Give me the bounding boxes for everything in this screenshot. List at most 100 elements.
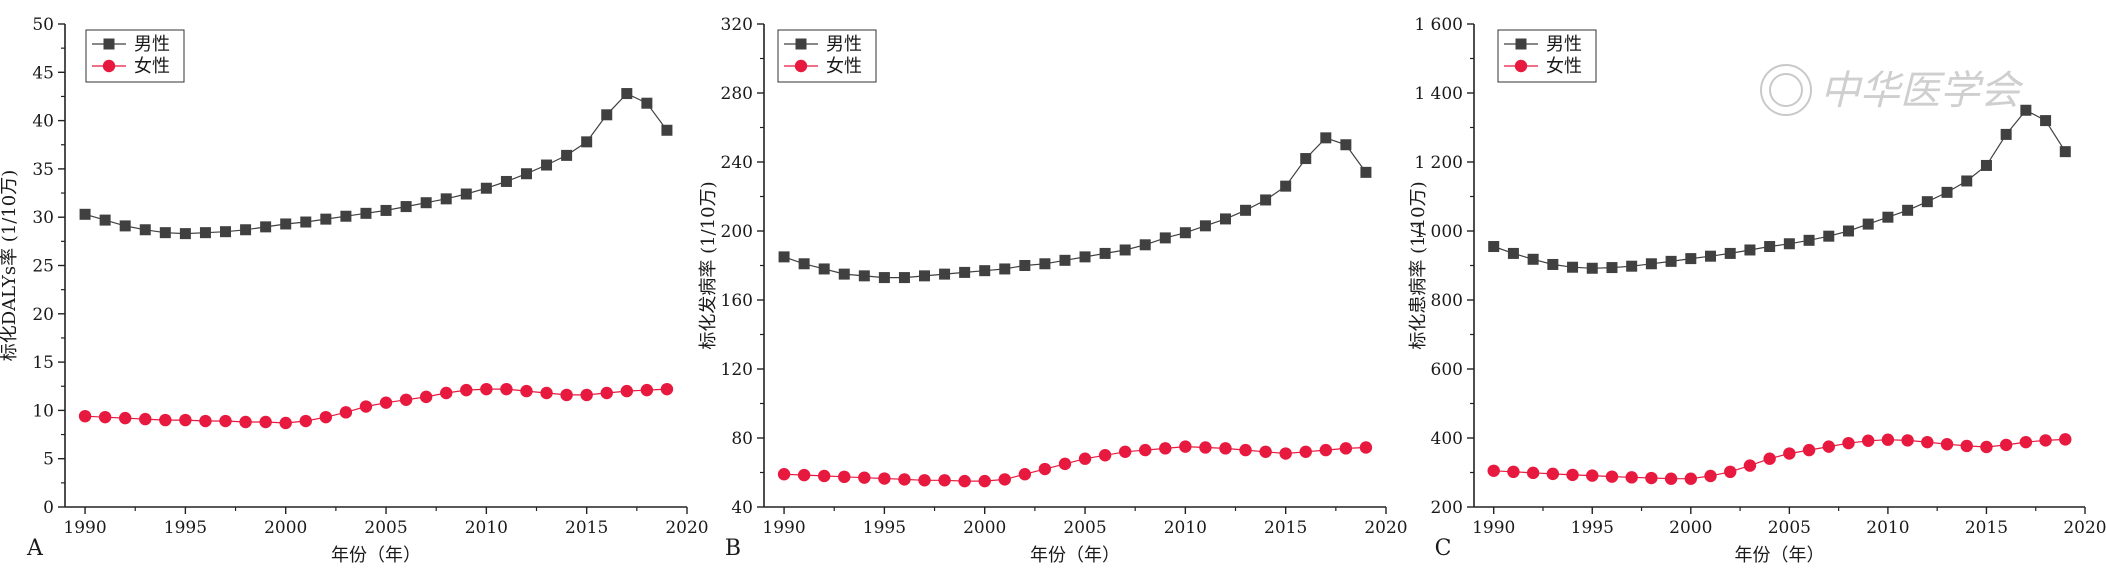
x-tick-label: 2005	[364, 518, 407, 538]
data-point-square	[1764, 241, 1776, 253]
watermark-seal-inner-icon	[1769, 73, 1803, 107]
data-point-square	[280, 218, 292, 230]
y-tick-label: 1 000	[1414, 222, 1463, 242]
data-point-square	[2040, 115, 2052, 127]
data-point-circle	[600, 386, 613, 400]
data-point-square	[320, 213, 332, 225]
data-point-square	[1882, 211, 1894, 223]
y-tick-label: 800	[1431, 291, 1463, 311]
data-point-square	[1099, 247, 1111, 259]
data-point-square	[240, 224, 252, 236]
data-point-circle	[1098, 449, 1112, 462]
data-point-square	[2000, 128, 2012, 140]
data-point-square	[1586, 262, 1598, 274]
data-point-circle	[239, 415, 252, 429]
data-point-square	[1724, 247, 1736, 259]
data-point-square	[199, 227, 211, 239]
x-tick-label: 2015	[1264, 518, 1307, 538]
data-point-circle	[1259, 445, 1272, 458]
y-tick-label: 240	[721, 153, 753, 173]
y-tick-label: 1 200	[1414, 153, 1463, 173]
data-point-circle	[460, 383, 473, 397]
data-point-square	[1260, 194, 1272, 206]
chart-panel-b: 40 80 120 160 200 240 280 320 1990 1995 2000 2005 20…	[698, 15, 1408, 566]
data-point-square	[959, 266, 971, 278]
data-point-square	[1567, 261, 1579, 273]
data-point-circle	[139, 412, 152, 426]
data-point-circle	[1239, 443, 1252, 457]
data-point-circle	[1842, 436, 1855, 450]
y-tick-label: 40	[731, 498, 753, 518]
data-point-square	[159, 227, 171, 239]
data-point-circle	[1645, 471, 1658, 485]
legend-marker-circle	[794, 59, 808, 73]
data-point-square	[480, 182, 492, 194]
series-line	[85, 388, 667, 424]
data-point-circle	[1219, 442, 1232, 455]
y-tick-label: 5	[43, 450, 54, 470]
data-point-square	[79, 208, 91, 220]
data-point-circle	[580, 388, 593, 402]
data-point-square	[1079, 251, 1091, 263]
data-point-square	[878, 272, 890, 284]
data-point-circle	[1704, 469, 1717, 483]
data-point-square	[440, 193, 452, 205]
data-point-circle	[1664, 472, 1678, 485]
data-point-circle	[560, 388, 573, 402]
series-line	[1493, 438, 2066, 480]
data-point-square	[1320, 132, 1332, 144]
data-point-circle	[339, 406, 353, 419]
series-line	[783, 137, 1367, 279]
panel-letter: A	[26, 536, 44, 561]
data-point-square	[460, 188, 472, 200]
data-point-square	[1645, 258, 1657, 270]
y-tick-label: 25	[32, 257, 54, 277]
series-male	[778, 132, 1372, 284]
data-point-circle	[98, 410, 112, 424]
data-point-square	[119, 220, 131, 232]
x-tick-label: 2000	[963, 518, 1006, 538]
data-point-square	[360, 207, 372, 219]
watermark-text: 中华医学会	[1820, 68, 2024, 114]
y-tick-label: 160	[721, 291, 753, 311]
data-point-square	[1665, 255, 1677, 267]
x-tick-label: 2000	[264, 518, 307, 538]
data-point-square	[1219, 213, 1231, 225]
data-point-square	[1119, 244, 1131, 256]
y-tick-label: 0	[43, 498, 54, 518]
y-axis-title: 标化患病率 (1/10万)	[1408, 181, 1429, 349]
data-point-circle	[2039, 434, 2052, 447]
y-tick-label: 35	[32, 160, 54, 180]
data-point-circle	[419, 390, 433, 404]
data-point-circle	[1018, 468, 1032, 481]
data-point-circle	[520, 384, 533, 398]
x-tick-label: 2020	[665, 518, 708, 538]
x-tick-label: 2020	[2063, 518, 2106, 538]
data-point-square	[1159, 232, 1171, 244]
legend-box	[85, 29, 185, 83]
chart-panel-c: 200 400 600 800 1 000 1 200 1 400 1 600 1990 1995…	[1408, 15, 2106, 566]
data-point-square	[1902, 204, 1914, 216]
data-point-square	[2059, 146, 2071, 158]
y-tick-label: 120	[721, 360, 753, 380]
y-tick-label: 10	[32, 401, 54, 421]
data-point-circle	[1139, 443, 1152, 457]
data-point-square	[340, 210, 352, 222]
data-point-circle	[1359, 441, 1373, 454]
data-point-square	[1606, 262, 1618, 274]
data-point-circle	[1566, 468, 1579, 482]
data-point-circle	[1546, 467, 1560, 481]
y-tick-label: 50	[32, 15, 54, 35]
data-point-circle	[1724, 465, 1737, 479]
data-point-circle	[1921, 435, 1934, 449]
legend-marker-square	[795, 38, 807, 50]
y-tick-label: 200	[1431, 498, 1463, 518]
legend-label: 女性	[826, 56, 862, 77]
data-point-square	[300, 216, 312, 228]
data-point-circle	[1586, 469, 1599, 482]
watermark-seal-icon	[1760, 64, 1812, 116]
data-point-square	[500, 175, 512, 187]
data-point-square	[979, 265, 991, 277]
